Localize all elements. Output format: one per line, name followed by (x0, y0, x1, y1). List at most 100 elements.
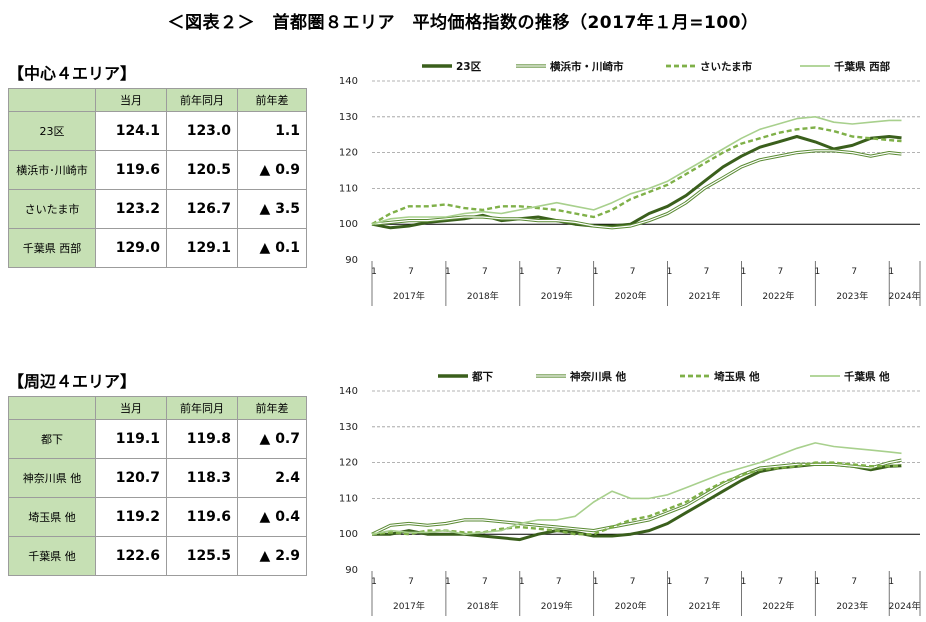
section-title-central: 【中心４エリア】 (8, 64, 137, 83)
diff-value: ▲ 3.5 (237, 189, 307, 229)
diff-value: 1.1 (237, 111, 307, 151)
section-title-peripheral: 【周辺４エリア】 (8, 372, 137, 391)
prev-year-value: 120.5 (166, 150, 238, 190)
year-label: 2019年 (541, 290, 573, 302)
year-label: 2017年 (393, 600, 425, 612)
current-value: 119.1 (95, 419, 167, 459)
x-tick-label: 1 (519, 267, 525, 277)
x-tick-label: 7 (482, 577, 488, 587)
x-tick-label: 7 (408, 577, 414, 587)
series-line (371, 461, 902, 536)
central-areas-table: 当月 前年同月 前年差 23区 124.1 123.0 1.1 横浜市･川崎市 … (8, 88, 307, 268)
y-tick-label: 100 (339, 219, 358, 230)
legend-label: 都下 (471, 370, 493, 383)
x-tick-label: 7 (778, 267, 784, 277)
x-tick-label: 1 (888, 267, 894, 277)
page-title: ＜図表２＞ 首都圏８エリア 平均価格指数の推移（2017年１月=100） (167, 13, 759, 33)
series-line (371, 126, 902, 226)
legend-label: 神奈川県 他 (570, 370, 627, 383)
x-tick-label: 1 (741, 267, 747, 277)
header-blank (8, 396, 96, 420)
prev-year-value: 118.3 (166, 458, 238, 498)
x-tick-label: 1 (667, 267, 673, 277)
x-tick-label: 7 (630, 267, 636, 277)
current-value: 122.6 (95, 536, 167, 576)
y-tick-label: 130 (339, 422, 358, 433)
x-tick-label: 1 (519, 577, 525, 587)
current-value: 124.1 (95, 111, 167, 151)
year-label: 2020年 (615, 600, 647, 612)
table-row: 神奈川県 他 120.7 118.3 2.4 (8, 458, 307, 498)
x-tick-label: 7 (482, 267, 488, 277)
y-tick-label: 120 (339, 458, 358, 469)
peripheral-areas-table: 当月 前年同月 前年差 都下 119.1 119.8 ▲ 0.7 神奈川県 他 … (8, 396, 307, 576)
year-label: 2024年 (889, 600, 921, 612)
x-tick-label: 7 (556, 577, 562, 587)
table-row: 千葉県 西部 129.0 129.1 ▲ 0.1 (8, 228, 307, 268)
series-line (371, 116, 902, 225)
current-value: 129.0 (95, 228, 167, 268)
legend-label: 横浜市・川崎市 (550, 60, 624, 73)
x-tick-label: 7 (778, 577, 784, 587)
x-tick-label: 1 (371, 267, 377, 277)
table-row: 千葉県 他 122.6 125.5 ▲ 2.9 (8, 536, 307, 576)
legend-label: 千葉県 他 (844, 370, 890, 383)
current-value: 119.6 (95, 150, 167, 190)
year-label: 2020年 (615, 290, 647, 302)
year-label: 2023年 (836, 290, 868, 302)
x-tick-label: 7 (704, 267, 710, 277)
y-tick-label: 110 (339, 493, 358, 504)
x-tick-label: 1 (741, 577, 747, 587)
x-tick-label: 7 (630, 577, 636, 587)
legend-label: さいたま市 (700, 60, 753, 73)
year-label: 2017年 (393, 290, 425, 302)
row-label: 埼玉県 他 (8, 497, 96, 537)
y-tick-label: 120 (339, 148, 358, 159)
series-line (371, 135, 902, 230)
table-row: さいたま市 123.2 126.7 ▲ 3.5 (8, 189, 307, 229)
y-tick-label: 140 (339, 76, 358, 87)
diff-value: ▲ 2.9 (237, 536, 307, 576)
y-tick-label: 90 (345, 255, 358, 266)
year-label: 2024年 (889, 290, 921, 302)
row-label: 神奈川県 他 (8, 458, 96, 498)
year-label: 2021年 (689, 290, 721, 302)
x-tick-label: 7 (851, 577, 857, 587)
x-tick-label: 1 (593, 577, 599, 587)
y-tick-label: 130 (339, 112, 358, 123)
year-label: 2021年 (689, 600, 721, 612)
table-row: 埼玉県 他 119.2 119.6 ▲ 0.4 (8, 497, 307, 537)
series-line-inner (371, 459, 902, 535)
series-line-inner (371, 150, 902, 229)
prev-year-value: 129.1 (166, 228, 238, 268)
header-prev-year: 前年同月 (166, 396, 238, 420)
diff-value: ▲ 0.1 (237, 228, 307, 268)
header-current: 当月 (95, 88, 167, 112)
series-line-outer (371, 458, 902, 536)
row-label: 千葉県 西部 (8, 228, 96, 268)
current-value: 120.7 (95, 458, 167, 498)
series-line (371, 442, 902, 535)
year-label: 2018年 (467, 290, 499, 302)
row-label: 横浜市･川崎市 (8, 150, 96, 190)
year-label: 2022年 (762, 290, 794, 302)
prev-year-value: 123.0 (166, 111, 238, 151)
peripheral-areas-line-chart: 90 100 110 120 130 140 1 7 1 7 1 7 1 7 1 7 1 7 1 7 1 2017年 201… (339, 370, 921, 616)
year-label: 2023年 (836, 600, 868, 612)
table-row: 都下 119.1 119.8 ▲ 0.7 (8, 419, 307, 459)
current-value: 123.2 (95, 189, 167, 229)
table-header-row: 当月 前年同月 前年差 (8, 396, 307, 420)
y-tick-label: 100 (339, 529, 358, 540)
year-label: 2022年 (762, 600, 794, 612)
header-current: 当月 (95, 396, 167, 420)
row-label: 千葉県 他 (8, 536, 96, 576)
x-tick-label: 1 (593, 267, 599, 277)
current-value: 119.2 (95, 497, 167, 537)
x-tick-label: 7 (851, 267, 857, 277)
x-tick-label: 1 (445, 267, 451, 277)
diff-value: ▲ 0.9 (237, 150, 307, 190)
x-tick-label: 1 (445, 577, 451, 587)
diff-value: 2.4 (237, 458, 307, 498)
x-tick-label: 7 (556, 267, 562, 277)
y-tick-label: 90 (345, 565, 358, 576)
